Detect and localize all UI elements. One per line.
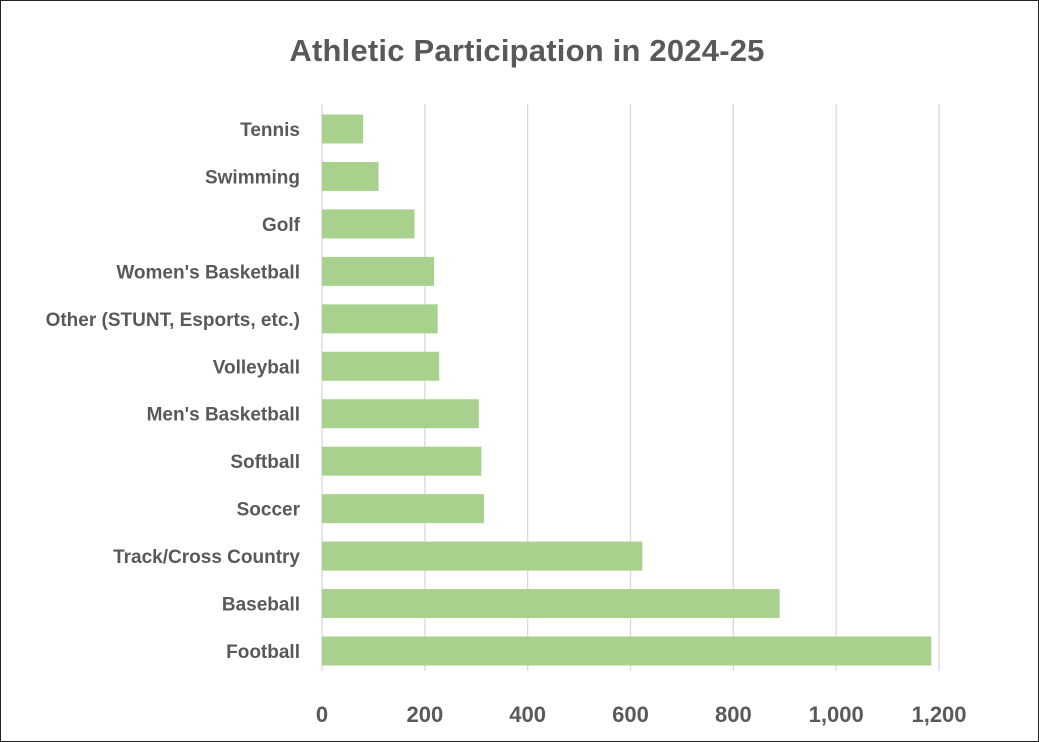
x-tick-label: 400 bbox=[509, 702, 546, 727]
x-tick-label: 0 bbox=[316, 702, 328, 727]
chart-title: Athletic Participation in 2024-25 bbox=[289, 33, 765, 68]
x-tick-label: 1,000 bbox=[809, 702, 864, 727]
x-axis-tick-labels: 0 200 400 600 800 1,000 1,200 bbox=[316, 702, 967, 727]
bar bbox=[322, 351, 440, 381]
bars bbox=[322, 114, 932, 666]
category-label: Track/Cross Country bbox=[113, 547, 300, 568]
x-tick-label: 600 bbox=[612, 702, 649, 727]
category-labels: Tennis Swimming Golf Women's Basketball Othe… bbox=[46, 120, 301, 663]
bar bbox=[322, 589, 780, 619]
category-label: Soccer bbox=[237, 500, 301, 521]
category-label: Softball bbox=[230, 452, 300, 473]
category-label: Golf bbox=[262, 215, 301, 236]
gridlines bbox=[321, 104, 940, 671]
category-label: Other (STUNT, Esports, etc.) bbox=[46, 310, 300, 331]
bar bbox=[322, 636, 932, 666]
bar bbox=[322, 399, 479, 429]
bar bbox=[322, 541, 643, 571]
category-label: Football bbox=[226, 642, 300, 663]
bar bbox=[322, 446, 482, 476]
category-label: Swimming bbox=[205, 167, 300, 188]
category-label: Baseball bbox=[222, 595, 300, 616]
bar bbox=[322, 256, 435, 286]
bar bbox=[322, 304, 438, 334]
category-label: Women's Basketball bbox=[116, 262, 300, 283]
x-tick-label: 800 bbox=[715, 702, 752, 727]
category-label: Men's Basketball bbox=[147, 405, 300, 426]
x-tick-label: 1,200 bbox=[911, 702, 966, 727]
category-label: Tennis bbox=[240, 120, 300, 141]
bar bbox=[322, 114, 364, 144]
bar bbox=[322, 209, 415, 239]
bar bbox=[322, 161, 379, 191]
x-tick-label: 200 bbox=[406, 702, 443, 727]
category-label: Volleyball bbox=[213, 357, 300, 378]
bar bbox=[322, 494, 484, 524]
